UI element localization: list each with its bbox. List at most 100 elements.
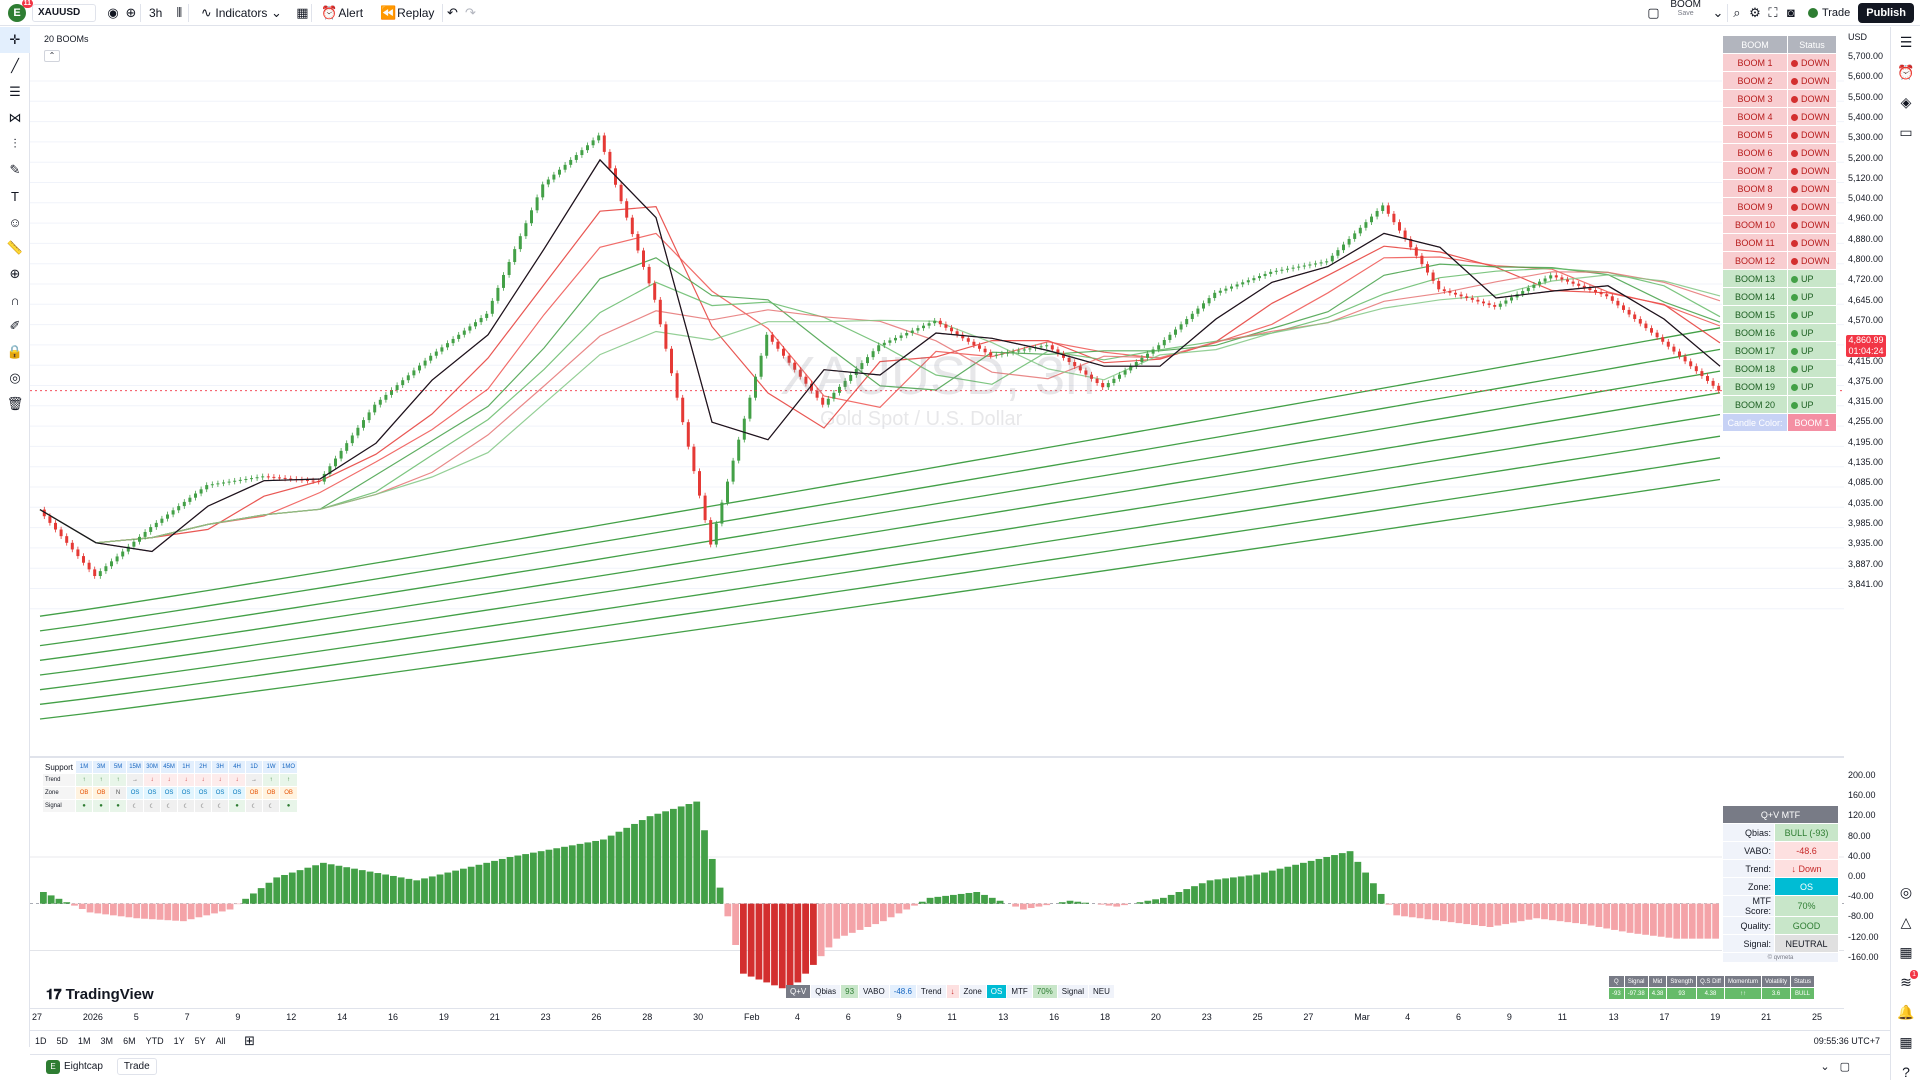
candle-up [928, 323, 931, 325]
osc-bar-positive [1199, 883, 1206, 903]
broker-name[interactable]: Eightcap [64, 1061, 103, 1072]
price-chart[interactable] [30, 27, 1844, 1007]
candle-up [412, 370, 415, 375]
osc-bar-negative [888, 904, 895, 918]
mtf-strip-label: MTF [1007, 985, 1031, 998]
symbol-search[interactable]: XAUUSD [32, 4, 96, 22]
trade-button[interactable]: Trade [1800, 0, 1858, 26]
layout-selector[interactable]: BOOM Save [1662, 0, 1709, 26]
status-dot-icon [1791, 312, 1798, 319]
redo-icon[interactable]: ↷ [461, 4, 479, 22]
price-label: 4,880.00 [1848, 234, 1883, 244]
range-button-1m[interactable]: 1M [73, 1036, 96, 1046]
target-icon[interactable]: ◎ [1891, 877, 1920, 907]
pattern-icon[interactable]: ⋈ [0, 105, 30, 131]
candle-down [60, 530, 63, 537]
osc-bar-negative [1658, 904, 1665, 937]
candle-up [754, 377, 757, 398]
app-logo[interactable]: E 11 XAUUSD [0, 0, 104, 26]
indicators-button[interactable]: ∿ Indicators ⌄ [189, 0, 293, 26]
crosshair-icon[interactable]: ✛ [0, 27, 30, 53]
notifications-icon[interactable]: 🔔 [1891, 997, 1920, 1027]
replay-button[interactable]: ⏪ Replay [371, 0, 442, 26]
range-button-ytd[interactable]: YTD [141, 1036, 169, 1046]
emoji-icon[interactable]: ☺ [0, 209, 30, 235]
camera-icon[interactable]: ◙ [1782, 4, 1800, 22]
quick-search-icon[interactable]: ⌕ [1728, 4, 1746, 22]
apps-grid-icon[interactable]: ▦ [1891, 1027, 1920, 1057]
chat-icon[interactable]: ▭ [1891, 117, 1920, 147]
osc-bar-positive [934, 897, 941, 904]
fib-retracement-icon[interactable]: ☰ [0, 79, 30, 105]
add-symbol-icon[interactable]: ⊕ [122, 4, 140, 22]
indicators-label: Indicators [215, 6, 267, 20]
boom-status-text: DOWN [1801, 166, 1830, 176]
trend-line-icon[interactable]: ╱ [0, 53, 30, 79]
range-button-1d[interactable]: 1D [30, 1036, 52, 1046]
tradingview-logo[interactable]: 𝟏𝟕 TradingView [46, 986, 154, 1003]
brush-icon[interactable]: ✎ [0, 157, 30, 183]
osc-bar-positive [1082, 903, 1089, 904]
timezone-clock[interactable]: 09:55:36 UTC+7 [1814, 1036, 1880, 1046]
candle-down [1443, 289, 1446, 291]
indicator-legend[interactable]: 20 BOOMs [44, 34, 89, 44]
profile-avatar[interactable]: E 11 [8, 4, 26, 22]
candle-up [396, 385, 399, 390]
alerts-clock-icon[interactable]: ⏰ [1891, 57, 1920, 87]
range-button-5d[interactable]: 5D [52, 1036, 74, 1046]
text-icon[interactable]: T [0, 183, 30, 209]
range-button-3m[interactable]: 3M [96, 1036, 119, 1046]
ruler-icon[interactable]: 📏 [0, 235, 30, 261]
interval-button[interactable]: 3h [141, 0, 170, 26]
time-label: 9 [897, 1012, 902, 1022]
range-button-all[interactable]: All [211, 1036, 231, 1046]
mtf-strip-value: 70% [1033, 985, 1057, 998]
osc-bar-positive [460, 869, 467, 904]
maximize-panel-icon[interactable]: ▢ [1840, 1060, 1850, 1073]
boom-status-text: UP [1801, 364, 1814, 374]
help-icon[interactable]: ? [1891, 1057, 1920, 1087]
templates-icon[interactable]: ▦ [293, 4, 311, 22]
time-label: 25 [1253, 1012, 1263, 1022]
collapse-legend-button[interactable]: ⌃ [44, 50, 60, 62]
range-button-5y[interactable]: 5Y [190, 1036, 211, 1046]
broker-trade-button[interactable]: Trade [117, 1058, 157, 1075]
news-icon[interactable]: ≋1 [1891, 967, 1920, 997]
osc-bar-positive [507, 857, 514, 904]
support-trend-cell: ↑ [93, 774, 110, 787]
alert-button[interactable]: ⏰ Alert [312, 0, 371, 26]
eye-icon[interactable]: ◉ [104, 4, 122, 22]
undo-icon[interactable]: ↶ [443, 4, 461, 22]
chevron-down-icon[interactable]: ⌄ [1709, 4, 1727, 22]
forecast-icon[interactable]: ⫶ [0, 131, 30, 157]
minimize-panel-icon[interactable]: ⌄ [1820, 1060, 1829, 1073]
candle-up [715, 524, 718, 545]
visibility-icon[interactable]: ◎ [0, 365, 30, 391]
stay-drawing-icon[interactable]: ✐ [0, 313, 30, 339]
goto-date-icon[interactable]: ⊞ [241, 1032, 259, 1050]
settings-icon[interactable]: ⚙ [1746, 4, 1764, 22]
candle-up [418, 366, 421, 371]
trash-icon[interactable]: 🗑 [0, 391, 30, 417]
candle-down [1555, 275, 1558, 277]
magnet-icon[interactable]: ∩ [0, 287, 30, 313]
osc-bar-negative [1666, 904, 1673, 938]
osc-bar-positive [647, 816, 654, 904]
publish-button[interactable]: Publish [1858, 3, 1914, 23]
mini-value: 93 [1667, 988, 1697, 1000]
lock-icon[interactable]: 🔒 [0, 339, 30, 365]
fullscreen-icon[interactable]: ⛶ [1764, 4, 1782, 22]
calendar-icon[interactable]: ▦ [1891, 937, 1920, 967]
candle-type-icon[interactable]: ⫴ [170, 4, 188, 22]
layers-icon[interactable]: ◈ [1891, 87, 1920, 117]
range-button-6m[interactable]: 6M [118, 1036, 141, 1046]
watchlist-icon[interactable]: ☰ [1891, 27, 1920, 57]
zoom-icon[interactable]: ⊕ [0, 261, 30, 287]
range-button-1y[interactable]: 1Y [169, 1036, 190, 1046]
ideas-icon[interactable]: △ [1891, 907, 1920, 937]
layout-icon[interactable]: ▢ [1644, 4, 1662, 22]
